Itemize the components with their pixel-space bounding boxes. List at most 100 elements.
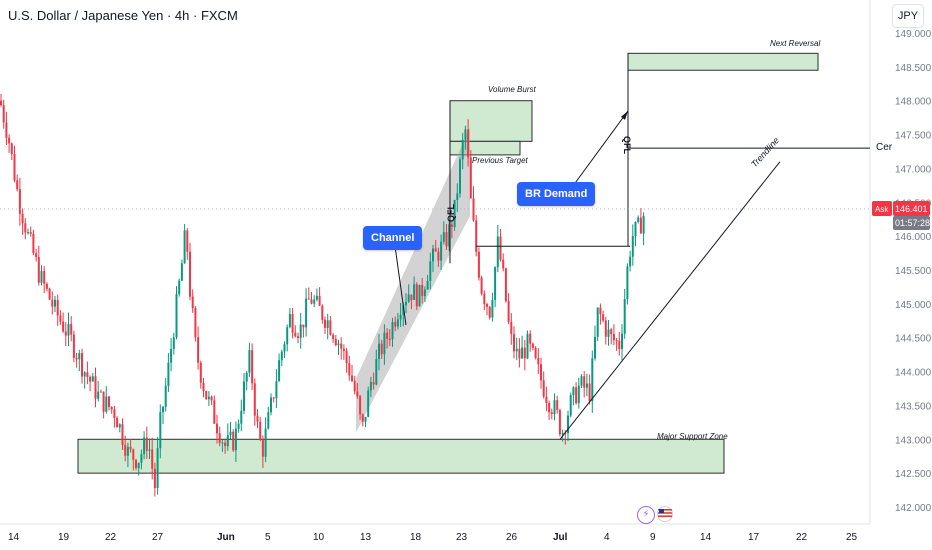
candle: [83, 371, 86, 389]
candle: [499, 228, 502, 262]
candle: [189, 242, 191, 301]
price-tick-label: 149.000: [895, 29, 932, 40]
candle-body: [24, 223, 27, 233]
candle-body: [94, 376, 97, 399]
time-tick-label: 13: [360, 532, 372, 543]
candle: [388, 329, 391, 347]
candle: [97, 381, 100, 402]
candle-body: [483, 293, 486, 305]
candle: [429, 252, 432, 290]
candle-body: [278, 360, 281, 382]
candle-body: [585, 383, 588, 388]
candle-body: [99, 391, 102, 393]
candle-body: [234, 428, 237, 451]
candle-body: [526, 333, 529, 359]
candle-body: [251, 350, 254, 384]
candle: [386, 328, 389, 349]
candle-body: [480, 277, 483, 294]
candle: [540, 357, 542, 389]
candle-body: [318, 295, 321, 306]
us-flag-icon[interactable]: [657, 506, 673, 522]
candle: [585, 373, 588, 397]
candle-body: [197, 337, 200, 363]
candle: [415, 282, 418, 310]
candle-body: [580, 376, 583, 386]
currency-selector[interactable]: JPY: [892, 4, 924, 28]
candle-body: [618, 340, 621, 349]
channel-callout: Channel: [363, 226, 423, 250]
candle-body: [507, 301, 510, 322]
candle: [18, 177, 21, 226]
candle-body: [226, 434, 229, 447]
candle-body: [202, 382, 205, 392]
candle: [116, 416, 119, 428]
candle: [297, 332, 299, 344]
candle: [359, 394, 362, 420]
price-tick-label: 145.500: [895, 266, 932, 277]
time-tick-label: 25: [846, 532, 858, 543]
candle: [216, 414, 218, 444]
candle: [37, 245, 40, 286]
candle-body: [626, 266, 629, 300]
candle-body: [170, 348, 173, 363]
candle: [461, 132, 464, 170]
candle: [337, 339, 340, 356]
candle: [148, 438, 151, 459]
candle: [623, 288, 626, 339]
candle: [621, 324, 623, 361]
candle: [108, 395, 110, 411]
candle-body: [29, 232, 32, 234]
candle-body: [429, 261, 432, 282]
candle: [140, 449, 143, 470]
candle-body: [475, 220, 478, 252]
candle-body: [245, 372, 248, 382]
candle: [286, 324, 289, 352]
candle: [275, 369, 278, 409]
candle-body: [280, 351, 283, 361]
candle-body: [440, 241, 443, 261]
countdown-value: 01:57:28: [895, 218, 930, 228]
candle: [637, 215, 640, 224]
candle-body: [102, 391, 105, 412]
candle-body: [602, 314, 605, 321]
candle: [494, 266, 497, 308]
candle: [423, 286, 426, 302]
candle-body: [0, 100, 2, 106]
candle: [315, 288, 318, 302]
candle: [64, 322, 67, 347]
candle-body: [51, 299, 54, 307]
candle: [596, 307, 599, 342]
candle-body: [607, 329, 610, 337]
candle-body: [70, 323, 73, 335]
candle-body: [394, 322, 397, 327]
candle: [267, 406, 270, 430]
candle-body: [145, 437, 148, 451]
candle: [132, 448, 135, 471]
candle: [210, 395, 213, 406]
candle-body: [167, 362, 170, 386]
candle: [513, 326, 515, 359]
candle-body: [297, 336, 299, 338]
candle-body: [477, 251, 480, 278]
price-tick-label: 145.000: [895, 300, 932, 311]
candle-body: [108, 396, 110, 407]
candle: [432, 244, 434, 273]
annotation-lines: [0, 53, 870, 440]
candle-body: [450, 224, 453, 227]
candle: [521, 335, 524, 359]
candle: [550, 408, 553, 420]
candle-body: [67, 323, 70, 336]
candle: [194, 305, 197, 342]
candle: [305, 288, 308, 337]
candle-body: [337, 343, 340, 346]
lightning-icon[interactable]: ⚡: [637, 506, 655, 524]
candle-body: [348, 363, 351, 376]
candle: [10, 142, 13, 161]
candle-body: [556, 400, 559, 411]
candle: [642, 212, 645, 246]
candle-body: [275, 381, 278, 399]
candle-body: [386, 332, 389, 339]
candle: [8, 134, 11, 153]
